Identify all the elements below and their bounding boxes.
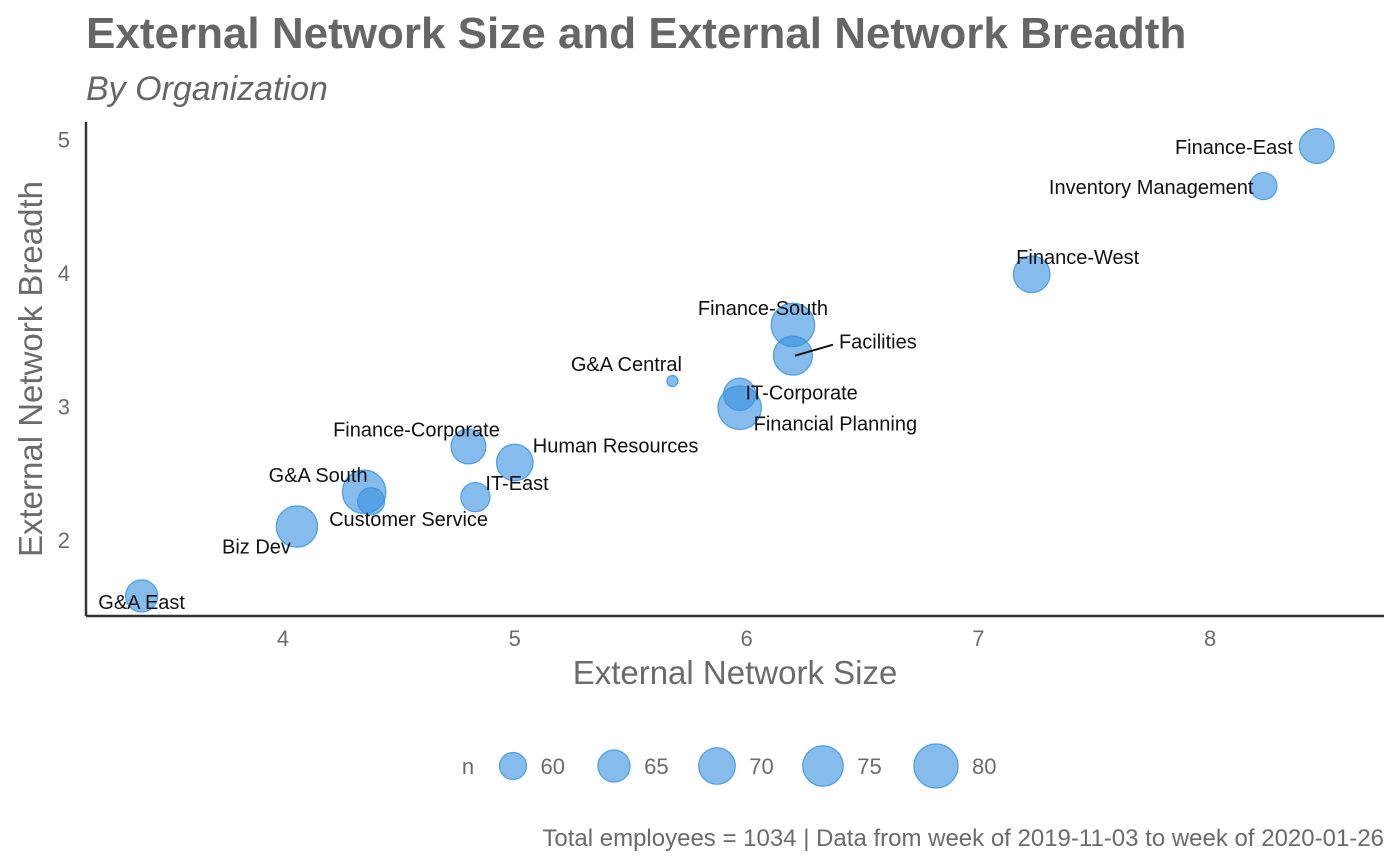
point-label: Financial Planning: [754, 414, 917, 436]
x-tick-label: 4: [277, 626, 289, 651]
chart-subtitle: By Organization: [86, 70, 328, 108]
point-label: Finance-East: [1175, 137, 1293, 159]
scatter-point: [124, 579, 159, 613]
legend-key-circle: [498, 751, 528, 781]
scatter-point: [450, 428, 487, 465]
point-label: Human Resources: [533, 435, 699, 457]
point-label: Inventory Management: [1049, 177, 1254, 199]
legend-key-label: 80: [972, 754, 996, 779]
scatter-point: [717, 385, 762, 431]
scatter-point: [356, 487, 386, 516]
point-label: Finance-Corporate: [333, 419, 500, 441]
x-tick-label: 6: [740, 626, 752, 651]
legend-key-circle: [913, 743, 959, 789]
legend-key-label: 75: [857, 754, 881, 779]
scatter-point: [666, 374, 679, 388]
x-tick-label: 8: [1204, 626, 1216, 651]
legend-key-circle: [597, 749, 631, 783]
scatter-point: [1012, 255, 1051, 294]
x-tick-label: 7: [972, 626, 984, 651]
legend-title: n: [462, 754, 474, 779]
legend-key-circle: [802, 745, 844, 787]
size-legend: n 60 65 70 75 80: [462, 743, 997, 789]
point-label: IT-East: [485, 473, 549, 495]
point-label: G&A East: [98, 592, 185, 614]
point-label: Finance-West: [1016, 247, 1139, 269]
scatter-point: [1298, 127, 1335, 165]
scatter-point: [772, 335, 814, 376]
legend-key-label: 70: [749, 754, 773, 779]
y-tick-label: 3: [58, 394, 70, 419]
label-leader-line: [794, 343, 834, 357]
point-label: Finance-South: [698, 298, 828, 320]
scatter-point: [495, 443, 534, 482]
legend-key-label: 65: [644, 754, 668, 779]
point-label: Customer Service: [329, 509, 488, 531]
point-labels: Finance-East Inventory Management Finance-…: [98, 137, 1293, 614]
data-points: [124, 127, 1335, 613]
legend-key-label: 60: [541, 754, 565, 779]
y-tick-label: 2: [58, 528, 70, 553]
scatter-point: [275, 505, 319, 548]
y-axis-title: External Network Breadth: [12, 181, 49, 557]
scatter-point: [460, 481, 491, 513]
y-tick-label: 4: [58, 261, 70, 286]
x-axis-title: External Network Size: [573, 654, 898, 691]
scatter-point: [1249, 171, 1278, 201]
legend-key-circle: [698, 747, 736, 785]
point-label: G&A South: [269, 465, 368, 487]
point-label: Facilities: [839, 332, 917, 354]
x-tick-label: 5: [509, 626, 521, 651]
chart-caption: Total employees = 1034 | Data from week …: [542, 825, 1384, 852]
chart-title: External Network Size and External Netwo…: [86, 9, 1186, 58]
point-label: Biz Dev: [222, 537, 291, 559]
axes: 4 5 6 7 8 2 3 4 5 External Network Size External N…: [12, 122, 1384, 691]
point-label: G&A Central: [571, 354, 682, 376]
y-tick-label: 5: [58, 127, 70, 152]
point-label: IT-Corporate: [746, 382, 858, 404]
